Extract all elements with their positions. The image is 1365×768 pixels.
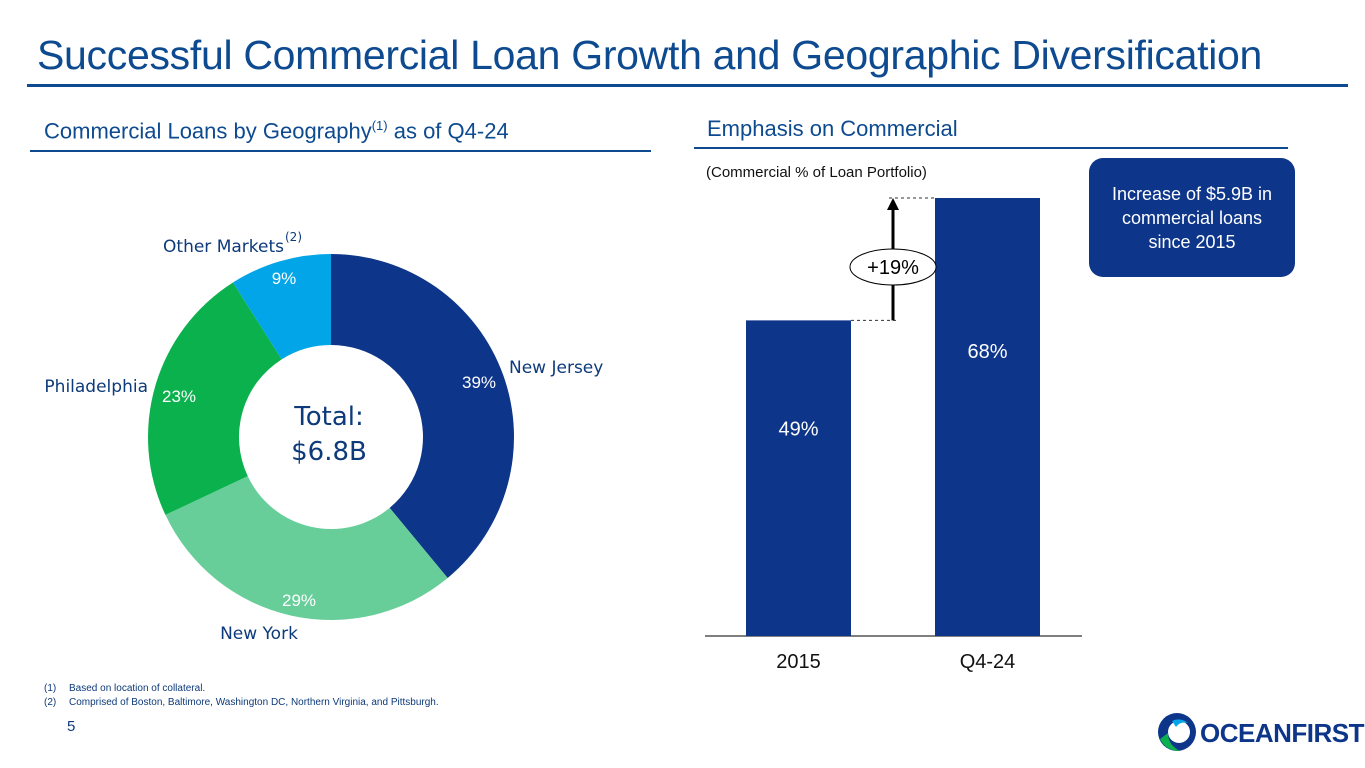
bar-section-divider	[694, 147, 1288, 149]
bar-chart: 49% 2015 68% Q4-24 +19%	[705, 197, 1082, 673]
footnote-1-text: Based on location of collateral.	[69, 683, 206, 694]
footnote-2-number: (2)	[44, 697, 57, 708]
donut-category-label-new-jersey: New Jersey	[509, 358, 603, 378]
bar-value-label-q4-24: 68%	[967, 341, 1007, 363]
bar-2015	[746, 320, 851, 636]
donut-chart: 39% New Jersey 29% New York 23% Philadelphia 9…	[44, 230, 603, 644]
title-divider	[27, 84, 1348, 87]
footnote-2-text: Comprised of Boston, Baltimore, Washingt…	[69, 697, 439, 708]
growth-annotation-label: +19%	[867, 257, 919, 279]
donut-section-heading: Commercial Loans by Geography(1) as of Q…	[44, 118, 509, 144]
bar-q4-24	[935, 198, 1040, 636]
donut-category-label-new-york: New York	[220, 624, 298, 644]
growth-arrowhead-icon	[887, 198, 899, 210]
donut-slice-new-jersey	[331, 254, 514, 579]
oceanfirst-logo-icon	[1158, 713, 1196, 751]
donut-value-label-other-markets: 9%	[272, 269, 297, 288]
bar-section-heading: Emphasis on Commercial	[707, 116, 958, 141]
donut-value-label-new-york: 29%	[282, 591, 316, 610]
donut-value-label-philadelphia: 23%	[162, 387, 196, 406]
donut-value-label-new-jersey: 39%	[462, 373, 496, 392]
callout-box: Increase of $5.9B in commercial loans si…	[1089, 158, 1295, 277]
donut-category-footnote-ref: (2)	[285, 230, 302, 244]
donut-heading-text: Commercial Loans by Geography	[44, 118, 372, 144]
bar-chart-subtitle: (Commercial % of Loan Portfolio)	[706, 164, 927, 181]
footnote-1-number: (1)	[44, 683, 57, 694]
growth-annotation-bubble	[849, 248, 937, 286]
donut-center-label-line2: $6.8B	[291, 437, 367, 467]
donut-category-label-other-markets: Other Markets	[163, 237, 284, 257]
donut-slice-philadelphia	[148, 282, 282, 515]
logo-wordmark: OCEANFIRST	[1200, 718, 1365, 748]
donut-slice-other-markets	[232, 254, 331, 360]
footnote-1: (1) Based on location of collateral.	[44, 683, 205, 694]
page-number: 5	[67, 718, 76, 735]
donut-category-label-philadelphia: Philadelphia	[44, 377, 148, 397]
donut-slice-new-york	[165, 476, 448, 620]
donut-section-divider	[30, 150, 651, 152]
donut-heading-footnote-ref: (1)	[371, 118, 388, 133]
donut-center-label-line1: Total:	[293, 402, 363, 432]
page-title: Successful Commercial Loan Growth and Ge…	[37, 32, 1263, 78]
footnote-2: (2) Comprised of Boston, Baltimore, Washi…	[44, 697, 439, 708]
bar-value-label-2015: 49%	[778, 419, 818, 441]
bar-category-label-2015: 2015	[776, 651, 821, 673]
donut-heading-suffix: as of Q4-24	[387, 118, 509, 144]
bar-category-label-q4-24: Q4-24	[960, 651, 1016, 673]
